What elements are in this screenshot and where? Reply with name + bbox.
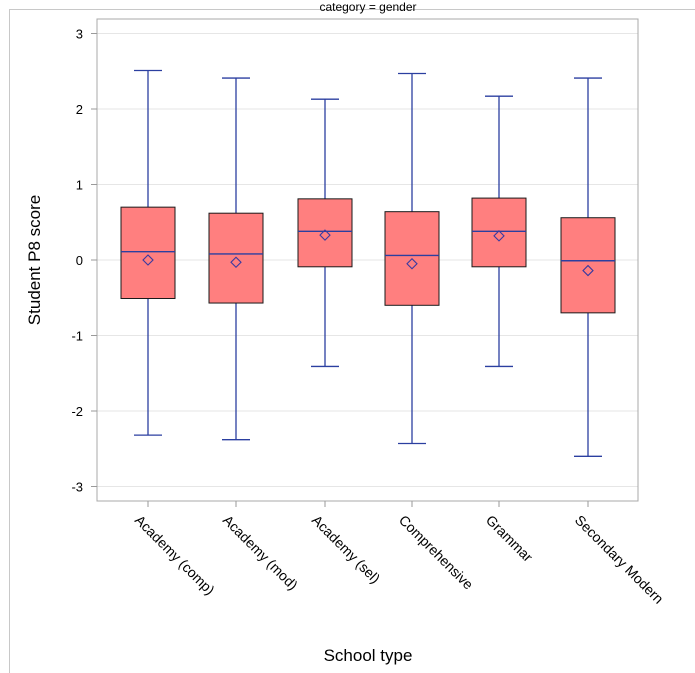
grid-lines — [97, 33, 638, 487]
mean-marker — [406, 257, 418, 270]
mean-marker — [319, 229, 331, 241]
x-tick-label: Grammar — [483, 512, 536, 565]
box-group — [120, 69, 176, 436]
y-tick-label: -3 — [71, 480, 83, 495]
y-tick-label: 2 — [76, 102, 83, 117]
y-tick-label: -2 — [71, 404, 83, 419]
mean-marker — [230, 256, 242, 269]
mean-marker — [582, 264, 594, 277]
x-tick-label: Academy (sel) — [309, 512, 384, 587]
y-tick-label: -1 — [71, 329, 83, 344]
y-axis-label: Student P8 score — [25, 195, 44, 325]
box-group — [297, 98, 353, 368]
x-tick-label: Secondary Modern — [572, 512, 667, 607]
box-iqr — [471, 197, 527, 268]
y-tick-label: 3 — [76, 27, 83, 42]
box-iqr — [120, 206, 176, 300]
x-axis-label: School type — [324, 646, 413, 665]
x-tick-label: Academy (mod) — [220, 512, 301, 593]
y-tick-label: 0 — [76, 253, 83, 268]
boxes — [120, 69, 616, 457]
y-axis: 3 2 1 0 -1 -2 -3 — [71, 27, 97, 495]
box-group — [471, 95, 527, 368]
y-tick-label: 1 — [76, 178, 83, 193]
box-iqr — [297, 198, 353, 268]
box-group — [384, 72, 440, 445]
chart-title: category = gender — [319, 0, 416, 14]
box-group — [208, 77, 264, 441]
box-iqr — [208, 212, 264, 304]
frame-border-left — [9, 9, 10, 673]
mean-marker — [493, 230, 505, 242]
x-tick-label: Comprehensive — [396, 512, 477, 593]
x-axis: Academy (comp) Academy (mod) Academy (sel)… — [132, 501, 667, 607]
frame-border-top — [10, 9, 695, 10]
x-tick-label: Academy (comp) — [132, 512, 218, 598]
box-group — [560, 77, 616, 457]
mean-marker — [142, 254, 154, 266]
